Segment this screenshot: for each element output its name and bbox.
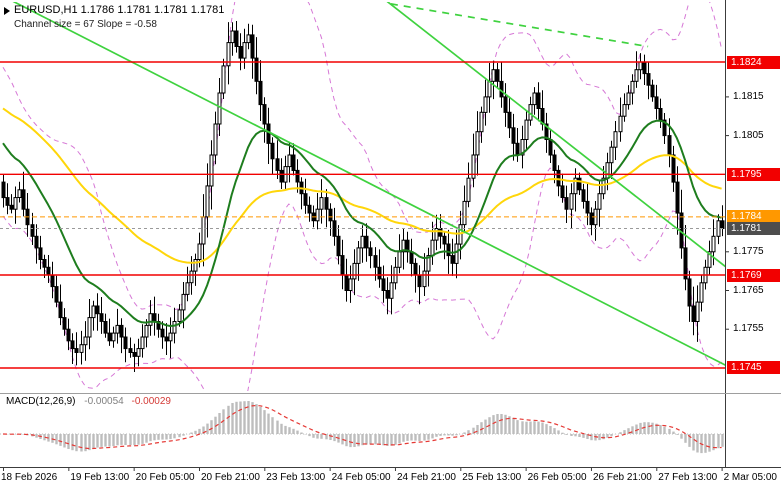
price-label-1.1784: 1.1784 bbox=[727, 210, 780, 224]
price-label-1.1824: 1.1824 bbox=[727, 55, 780, 69]
expand-panel-icon[interactable] bbox=[4, 7, 10, 15]
macd-signal-value: -0.00029 bbox=[131, 396, 171, 407]
time-label: 18 Feb 2026 bbox=[1, 472, 58, 483]
symbol-ohlc-label: EURUSD,H1 1.1786 1.1781 1.1781 1.1781 bbox=[14, 4, 225, 16]
time-label: 26 Feb 05:00 bbox=[527, 472, 587, 483]
time-label: 27 Feb 13:00 bbox=[658, 472, 718, 483]
price-label-1.1795: 1.1795 bbox=[727, 167, 780, 181]
price-label-1.1755: 1.1755 bbox=[733, 323, 764, 335]
time-label: 19 Feb 13:00 bbox=[70, 472, 130, 483]
time-scale[interactable]: 18 Feb 2026 19 Feb 13:00 20 Feb 05:00 20 Fe… bbox=[0, 469, 781, 489]
price-label-1.1775: 1.1775 bbox=[733, 245, 764, 257]
macd-main-value: -0.00054 bbox=[84, 396, 124, 407]
price-label-1.1769: 1.1769 bbox=[727, 268, 780, 282]
time-label: 24 Feb 21:00 bbox=[396, 472, 456, 483]
price-label-1.1805: 1.1805 bbox=[733, 129, 764, 141]
time-label: 26 Feb 21:00 bbox=[592, 472, 652, 483]
time-label: 2 Mar 05:00 bbox=[723, 472, 777, 483]
time-label: 23 Feb 13:00 bbox=[266, 472, 326, 483]
price-scale[interactable]: 1.1824 1.1815 1.1805 1.1795 1.1784 1.1781 1.17… bbox=[726, 0, 781, 468]
price-label-1.1781: 1.1781 bbox=[727, 222, 780, 236]
time-label: 20 Feb 21:00 bbox=[200, 472, 260, 483]
time-label: 24 Feb 05:00 bbox=[331, 472, 391, 483]
channel-annotation-label: Channel size = 67 Slope = -0.58 bbox=[14, 19, 157, 30]
time-label: 25 Feb 13:00 bbox=[462, 472, 522, 483]
price-label-1.1815: 1.1815 bbox=[733, 90, 764, 102]
macd-name-label: MACD(12,26,9) bbox=[6, 396, 76, 407]
time-label: 20 Feb 05:00 bbox=[135, 472, 195, 483]
price-label-1.1765: 1.1765 bbox=[733, 284, 764, 296]
chart-title-overlay: EURUSD,H1 1.1786 1.1781 1.1781 1.1781 bbox=[4, 4, 225, 16]
macd-indicator-label: MACD(12,26,9) -0.00054 -0.00029 bbox=[6, 396, 171, 407]
price-label-1.1745: 1.1745 bbox=[727, 361, 780, 375]
